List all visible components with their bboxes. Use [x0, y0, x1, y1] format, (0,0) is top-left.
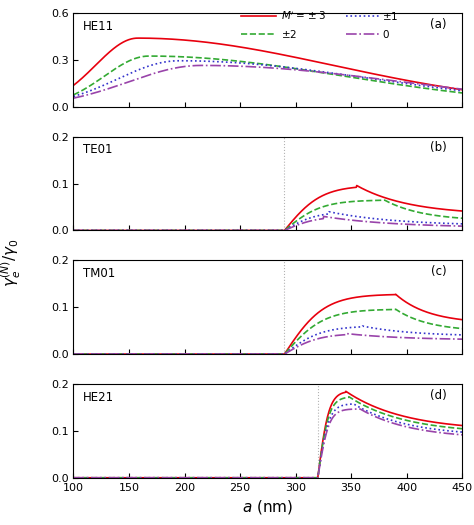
Text: $\pm2$: $\pm2$ — [282, 28, 298, 40]
Text: $\gamma_e^{(N)}/\gamma_0$: $\gamma_e^{(N)}/\gamma_0$ — [0, 238, 23, 287]
Text: $0$: $0$ — [383, 28, 390, 40]
Text: (b): (b) — [430, 141, 447, 154]
Text: TM01: TM01 — [83, 267, 116, 280]
Text: (d): (d) — [430, 388, 447, 402]
Text: HE11: HE11 — [83, 19, 114, 33]
Text: TE01: TE01 — [83, 143, 113, 156]
Text: HE21: HE21 — [83, 391, 114, 404]
Text: (a): (a) — [430, 18, 447, 31]
X-axis label: $a$ (nm): $a$ (nm) — [242, 498, 293, 516]
Text: $M'=\pm3$: $M'=\pm3$ — [282, 10, 327, 22]
Text: (c): (c) — [431, 265, 447, 278]
Text: $\pm1$: $\pm1$ — [383, 10, 399, 22]
